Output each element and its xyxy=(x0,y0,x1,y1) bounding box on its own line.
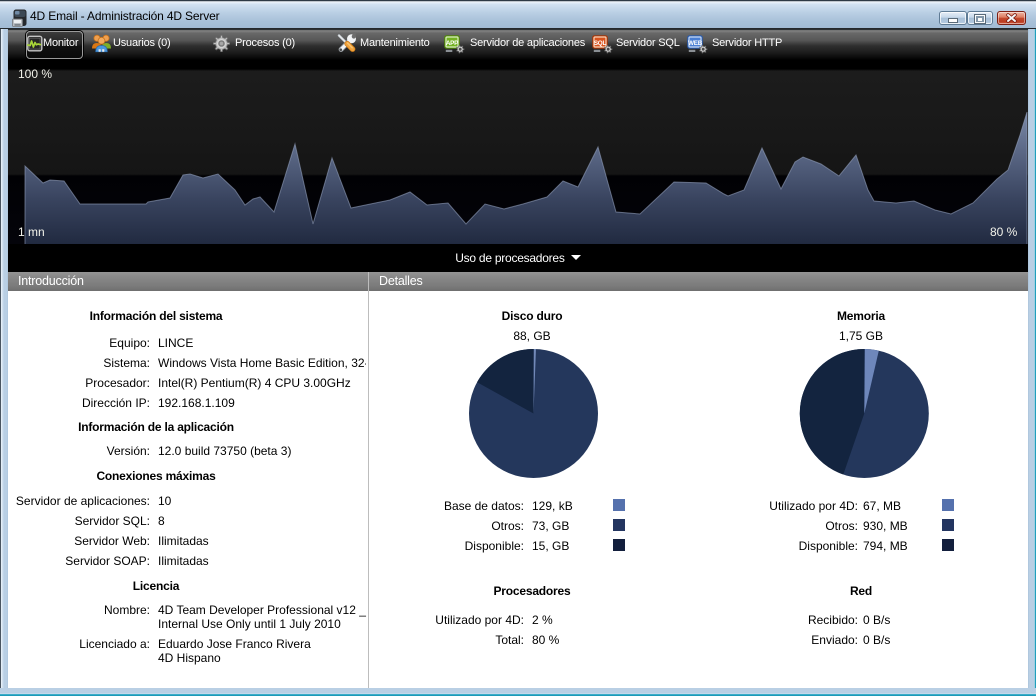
svg-text:WEB: WEB xyxy=(688,40,703,47)
svg-text:APP: APP xyxy=(446,40,458,47)
svg-text:SQL: SQL xyxy=(594,40,607,47)
